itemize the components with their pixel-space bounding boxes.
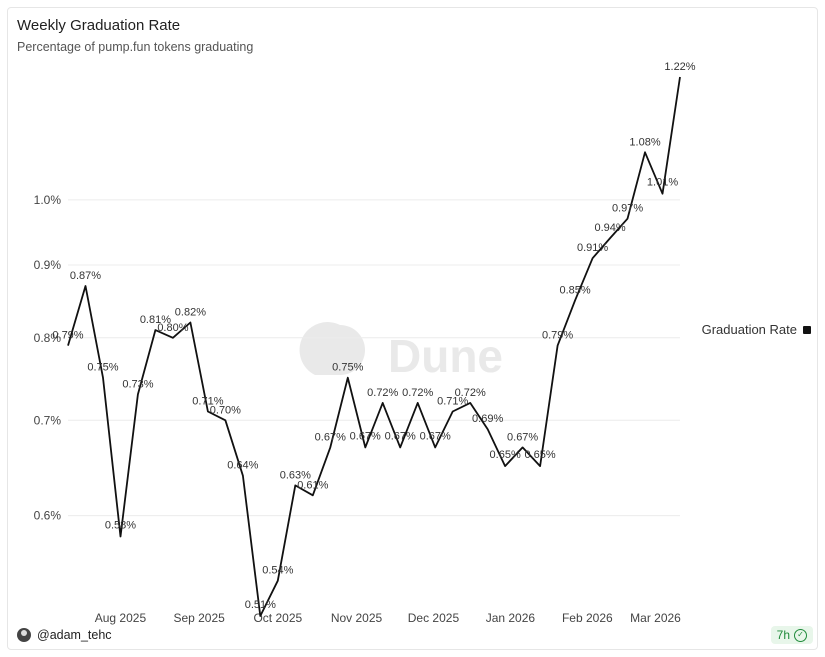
data-point[interactable] [433,445,437,449]
data-point[interactable] [608,236,612,240]
data-label: 0.80% [157,322,188,334]
data-point[interactable] [171,336,175,340]
y-tick-label: 0.8% [34,331,62,345]
data-label: 0.72% [402,387,433,399]
data-label: 0.69% [472,413,503,425]
data-label: 0.87% [70,270,101,282]
data-label: 0.63% [280,469,311,481]
dune-watermark-text: Dune [388,330,503,382]
data-point[interactable] [258,614,262,618]
x-tick-label: Mar 2026 [630,611,681,625]
data-point[interactable] [661,192,665,196]
data-label: 0.73% [122,378,153,390]
data-label: 0.82% [175,307,206,319]
data-label: 0.97% [612,203,643,215]
data-point[interactable] [573,298,577,302]
data-label: 0.67% [507,431,538,443]
chart-title: Weekly Graduation Rate [17,17,181,34]
data-label: 0.65% [525,449,556,461]
data-label: 0.81% [140,314,171,326]
legend-swatch-icon [803,325,811,334]
legend[interactable]: Graduation Rate [702,322,811,337]
data-label: 0.85% [559,284,590,296]
x-tick-label: Aug 2025 [95,611,147,625]
data-label: 1.22% [664,61,695,73]
data-point[interactable] [678,75,682,79]
x-tick-label: Dec 2025 [408,611,460,625]
data-point[interactable] [468,401,472,405]
data-point[interactable] [486,427,490,431]
chart-subtitle: Percentage of pump.fun tokens graduating [17,40,254,54]
data-point[interactable] [363,445,367,449]
data-point[interactable] [66,344,70,348]
data-point[interactable] [311,493,315,497]
legend-label: Graduation Rate [701,322,797,337]
x-tick-label: Jan 2026 [486,611,536,625]
data-label: 0.91% [577,242,608,254]
data-point[interactable] [276,579,280,583]
author-name: @adam_tehc [37,628,112,642]
data-label: 0.51% [245,599,276,611]
freshness-badge[interactable]: 7h ✓ [770,626,813,644]
data-point[interactable] [591,256,595,260]
data-label: 0.72% [455,387,486,399]
freshness-age: 7h [776,628,790,642]
data-point[interactable] [136,392,140,396]
data-point[interactable] [503,464,507,468]
data-label: 0.67% [350,430,381,442]
data-point[interactable] [101,376,105,380]
data-label: 0.71% [192,396,223,408]
series-line-graduation-rate[interactable] [67,76,681,617]
dune-logo-icon [299,322,365,375]
data-point[interactable] [643,150,647,154]
data-label: 0.70% [210,404,241,416]
avatar [17,628,31,642]
data-point[interactable] [626,217,630,221]
data-label: 0.75% [332,362,363,374]
data-point[interactable] [118,535,122,539]
data-point[interactable] [188,321,192,325]
y-tick-label: 1.0% [34,193,62,207]
data-label: 0.67% [315,431,346,443]
data-point[interactable] [398,445,402,449]
y-tick-label: 0.9% [34,258,62,272]
data-point[interactable] [346,376,350,380]
data-point[interactable] [241,474,245,478]
x-tick-label: Oct 2025 [253,611,302,625]
data-label: 0.94% [594,222,625,234]
data-label: 0.61% [297,479,328,491]
y-tick-label: 0.7% [34,413,62,427]
author-link[interactable]: @adam_tehc [17,628,112,642]
data-label: 0.64% [227,460,258,472]
data-label: 0.72% [367,387,398,399]
data-label: 1.01% [647,177,678,189]
data-point[interactable] [538,464,542,468]
y-tick-label: 0.6% [34,509,62,523]
data-label: 0.58% [105,520,136,532]
x-tick-label: Feb 2026 [562,611,613,625]
data-point[interactable] [223,418,227,422]
data-point[interactable] [416,401,420,405]
x-tick-label: Sep 2025 [173,611,225,625]
data-label: 0.67% [420,430,451,442]
chart-card [7,7,818,650]
data-label: 0.65% [490,449,521,461]
data-label: 0.54% [262,565,293,577]
data-point[interactable] [381,401,385,405]
x-tick-label: Nov 2025 [331,611,383,625]
data-label: 0.75% [87,362,118,374]
data-point[interactable] [451,410,455,414]
data-label: 0.79% [52,330,83,342]
data-label: 0.67% [385,430,416,442]
data-point[interactable] [328,445,332,449]
data-label: 1.08% [629,136,660,148]
data-point[interactable] [83,284,87,288]
data-label: 0.79% [542,330,573,342]
data-point[interactable] [556,344,560,348]
check-icon: ✓ [794,628,807,642]
data-label: 0.71% [437,396,468,408]
